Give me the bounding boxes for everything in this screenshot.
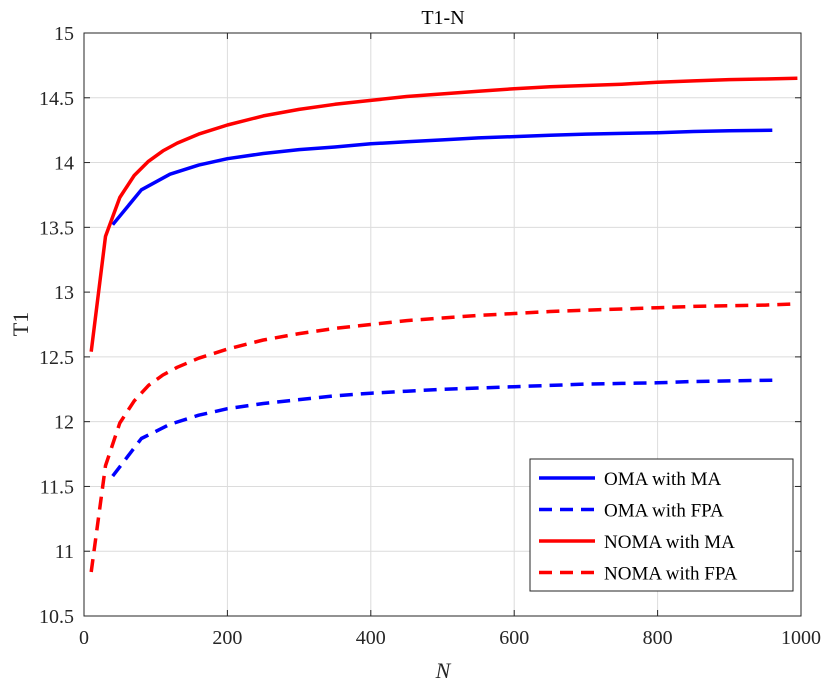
x-tick-label: 1000 bbox=[781, 627, 821, 649]
series-line-noma-with-fpa bbox=[89, 302, 798, 573]
x-tick-label: 200 bbox=[212, 627, 242, 649]
x-axis-label: N bbox=[435, 658, 452, 683]
x-tick-label: 800 bbox=[643, 627, 673, 649]
y-tick-label: 10.5 bbox=[39, 606, 74, 628]
y-tick-label: 13 bbox=[54, 282, 74, 304]
y-tick-label: 15 bbox=[54, 23, 74, 45]
y-tick-label: 11 bbox=[55, 541, 74, 563]
y-tick-label: 14 bbox=[54, 153, 74, 175]
legend: OMA with MA OMA with FPA NOMA with MA NOMA … bbox=[529, 458, 794, 592]
x-tick-label: 600 bbox=[499, 627, 529, 649]
legend-label-oma-with-fpa: OMA with FPA bbox=[604, 501, 724, 522]
y-tick-label: 13.5 bbox=[39, 217, 74, 239]
legend-label-noma-with-fpa: NOMA with FPA bbox=[604, 564, 738, 585]
plot-frame bbox=[83, 32, 802, 617]
legend-label-noma-with-ma: NOMA with MA bbox=[604, 532, 735, 553]
y-axis-label: T1 bbox=[8, 312, 33, 336]
series-line-noma-with-ma bbox=[89, 76, 798, 352]
y-tick-label: 12 bbox=[54, 412, 74, 434]
y-tick-label: 11.5 bbox=[40, 476, 74, 498]
series-line-oma-with-ma bbox=[111, 128, 773, 226]
y-tick-label: 12.5 bbox=[39, 347, 74, 369]
y-tick-label: 14.5 bbox=[39, 88, 74, 110]
legend-box bbox=[529, 458, 794, 592]
chart-title: T1-N bbox=[421, 7, 464, 29]
plot-series bbox=[89, 76, 798, 573]
x-tick-label: 400 bbox=[356, 627, 386, 649]
x-axis-ticks: 0 200 400 600 800 1000 bbox=[79, 33, 821, 649]
y-axis-ticks: 10.5 11 11.5 12 12.5 13 13.5 14 14.5 15 bbox=[39, 23, 801, 628]
series-line-oma-with-fpa bbox=[111, 378, 773, 478]
x-tick-label: 0 bbox=[79, 627, 89, 649]
legend-label-oma-with-ma: OMA with MA bbox=[604, 469, 721, 490]
